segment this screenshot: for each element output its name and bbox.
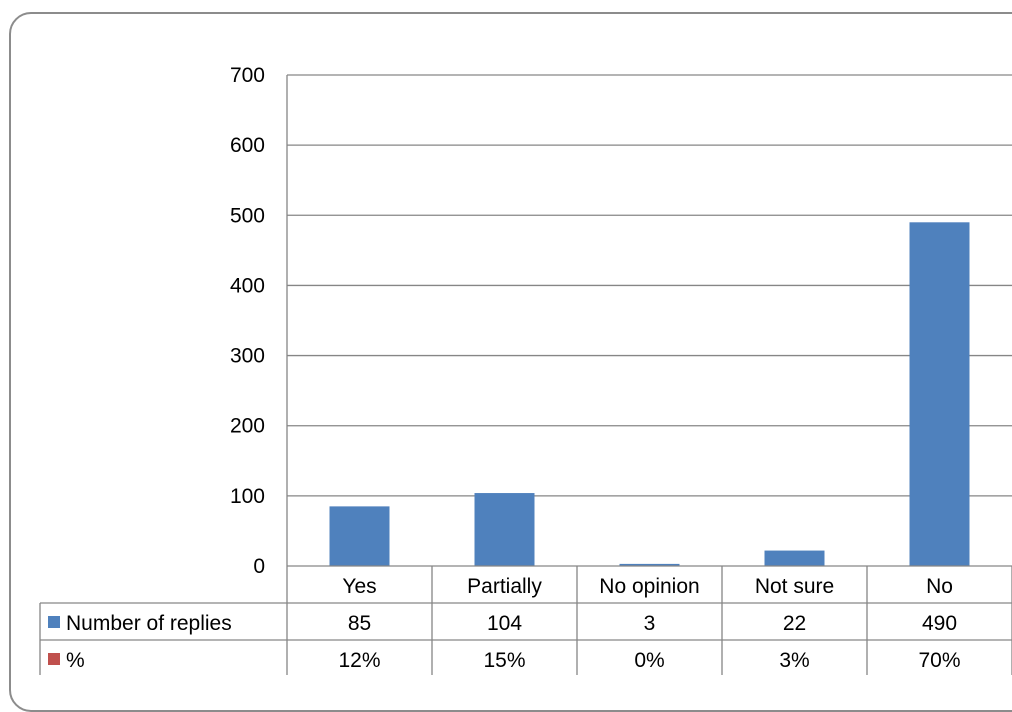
table-value: 22 xyxy=(783,612,806,635)
y-tick-label: 200 xyxy=(230,415,265,438)
table-value: 15% xyxy=(483,649,525,672)
table-value: 3% xyxy=(779,649,809,672)
category-label: Partially xyxy=(467,575,542,598)
category-label: No xyxy=(926,575,953,598)
bar xyxy=(474,493,535,566)
y-tick-label: 700 xyxy=(230,64,265,87)
table-value: 3 xyxy=(644,612,656,635)
legend-key xyxy=(48,616,60,628)
series-name: Number of replies xyxy=(66,612,232,635)
y-tick-label: 0 xyxy=(253,555,265,578)
table-value: 70% xyxy=(918,649,960,672)
table-value: 490 xyxy=(922,612,957,635)
category-label: No opinion xyxy=(599,575,699,598)
bar-chart: 0 100 200 300 400 500 600 700 Yes Partially No opi… xyxy=(39,64,1012,675)
bar xyxy=(764,550,825,566)
legend-key xyxy=(48,653,60,665)
y-tick-label: 600 xyxy=(230,134,265,157)
category-label: Not sure xyxy=(755,575,834,598)
bar xyxy=(329,506,390,566)
y-tick-label: 100 xyxy=(230,485,265,508)
bar xyxy=(909,222,970,567)
y-tick-label: 400 xyxy=(230,274,265,297)
y-tick-label: 300 xyxy=(230,345,265,368)
series-name: % xyxy=(66,649,85,672)
bar xyxy=(619,563,680,566)
y-tick-label: 500 xyxy=(230,204,265,227)
table-value: 0% xyxy=(634,649,664,672)
table-value: 12% xyxy=(338,649,380,672)
table-value: 104 xyxy=(487,612,522,635)
category-label: Yes xyxy=(342,575,376,598)
table-value: 85 xyxy=(348,612,371,635)
chart-frame xyxy=(9,12,1012,712)
